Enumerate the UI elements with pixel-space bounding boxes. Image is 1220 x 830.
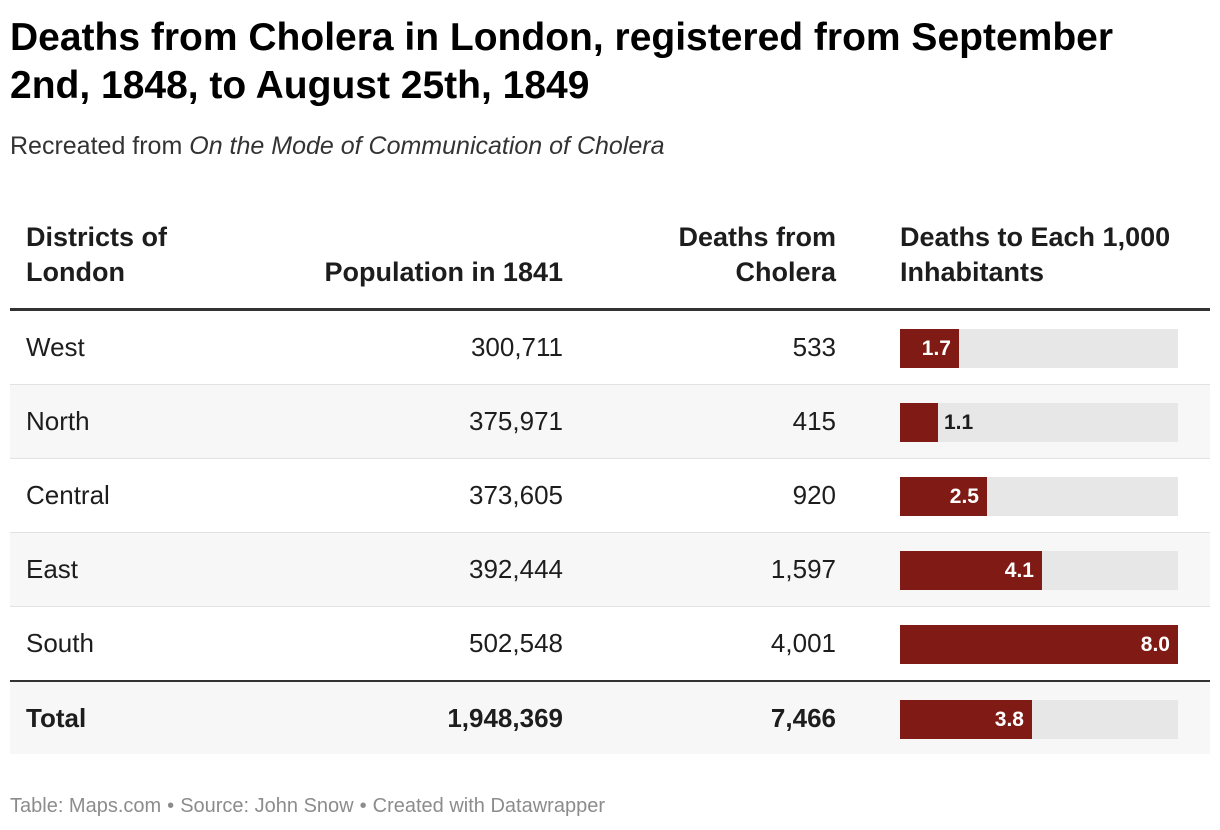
rate-cell: 3.8 bbox=[900, 682, 1178, 754]
population-cell: 375,971 bbox=[469, 406, 563, 436]
rate-cell: 1.1 bbox=[900, 385, 1178, 458]
subtitle-book-title: On the Mode of Communication of Cholera bbox=[189, 132, 665, 160]
rate-bar-label: 3.8 bbox=[994, 708, 1024, 731]
rate-bar-track: 8.0 bbox=[900, 625, 1178, 664]
rate-cell: 2.5 bbox=[900, 459, 1178, 532]
table-row: South 502,548 4,001 8.0 bbox=[10, 607, 1210, 680]
rate-bar-track: 4.1 bbox=[900, 551, 1178, 590]
district-cell: North bbox=[26, 406, 90, 436]
table-row: West 300,711 533 1.7 bbox=[10, 311, 1210, 385]
header-population[interactable]: Population in 1841 bbox=[324, 257, 563, 287]
deaths-cell: 1,597 bbox=[770, 554, 836, 584]
rate-bar-track: 3.8 bbox=[900, 700, 1178, 739]
rate-bar-track: 2.5 bbox=[900, 477, 1178, 516]
rate-bar-track: 1.1 bbox=[900, 403, 1178, 442]
deaths-cell: 415 bbox=[792, 406, 836, 436]
population-cell: 502,548 bbox=[469, 628, 563, 658]
rate-cell: 1.7 bbox=[900, 311, 1178, 384]
cholera-table: Districts of London Population in 1841 D… bbox=[10, 218, 1210, 754]
district-cell: East bbox=[26, 554, 79, 584]
chart-subtitle: Recreated from On the Mode of Communicat… bbox=[10, 130, 665, 162]
rate-bar-track: 1.7 bbox=[900, 329, 1178, 368]
rate-cell: 4.1 bbox=[900, 533, 1178, 606]
rate-bar-label: 2.5 bbox=[949, 485, 979, 508]
district-cell: West bbox=[26, 332, 85, 362]
rate-bar-label: 8.0 bbox=[1140, 633, 1170, 656]
total-row: Total 1,948,369 7,466 3.8 bbox=[10, 680, 1210, 754]
table-body: West 300,711 533 1.7 North 375,971 415 1.1 Centr… bbox=[10, 311, 1210, 754]
deaths-cell: 4,001 bbox=[770, 628, 836, 658]
footer-source: Source: John Snow bbox=[180, 795, 354, 817]
table-row: North 375,971 415 1.1 bbox=[10, 385, 1210, 459]
subtitle-prefix: Recreated from bbox=[10, 132, 190, 160]
footer: Table: Maps.com • Source: John Snow • Create… bbox=[10, 793, 605, 819]
table-row: Central 373,605 920 2.5 bbox=[10, 459, 1210, 533]
deaths-cell: 920 bbox=[792, 480, 836, 510]
rate-bar bbox=[900, 477, 987, 516]
district-cell: Central bbox=[26, 480, 110, 510]
chart-title: Deaths from Cholera in London, registere… bbox=[10, 16, 1114, 107]
rate-bar bbox=[900, 625, 1178, 664]
rate-bar bbox=[900, 403, 938, 442]
population-cell: 1,948,369 bbox=[447, 702, 563, 733]
rate-bar-label: 4.1 bbox=[1004, 559, 1034, 582]
district-cell: Total bbox=[26, 702, 87, 733]
rate-cell: 8.0 bbox=[900, 607, 1178, 680]
rate-bar bbox=[900, 700, 1032, 739]
population-cell: 373,605 bbox=[469, 480, 563, 510]
footer-separator: • bbox=[167, 795, 175, 817]
population-cell: 392,444 bbox=[469, 554, 563, 584]
header-districts[interactable]: Districts of London bbox=[26, 222, 168, 287]
footer-datawrapper-credit: Created with Datawrapper bbox=[372, 795, 605, 817]
deaths-cell: 7,466 bbox=[770, 702, 836, 733]
deaths-cell: 533 bbox=[792, 332, 836, 362]
rate-bar bbox=[900, 551, 1042, 590]
rate-bar-label: 1.1 bbox=[944, 411, 974, 434]
table-row: East 392,444 1,597 4.1 bbox=[10, 533, 1210, 607]
rate-bar-label: 1.7 bbox=[921, 337, 951, 360]
district-cell: South bbox=[26, 628, 94, 658]
rate-bar bbox=[900, 329, 959, 368]
header-deaths[interactable]: Deaths from Cholera bbox=[678, 222, 836, 287]
header-deaths-per-1000[interactable]: Deaths to Each 1,000 Inhabitants bbox=[900, 222, 1171, 287]
footer-table-credit: Table: Maps.com bbox=[10, 795, 162, 817]
table-header: Districts of London Population in 1841 D… bbox=[10, 218, 1210, 311]
population-cell: 300,711 bbox=[470, 332, 563, 362]
footer-separator: • bbox=[359, 795, 367, 817]
